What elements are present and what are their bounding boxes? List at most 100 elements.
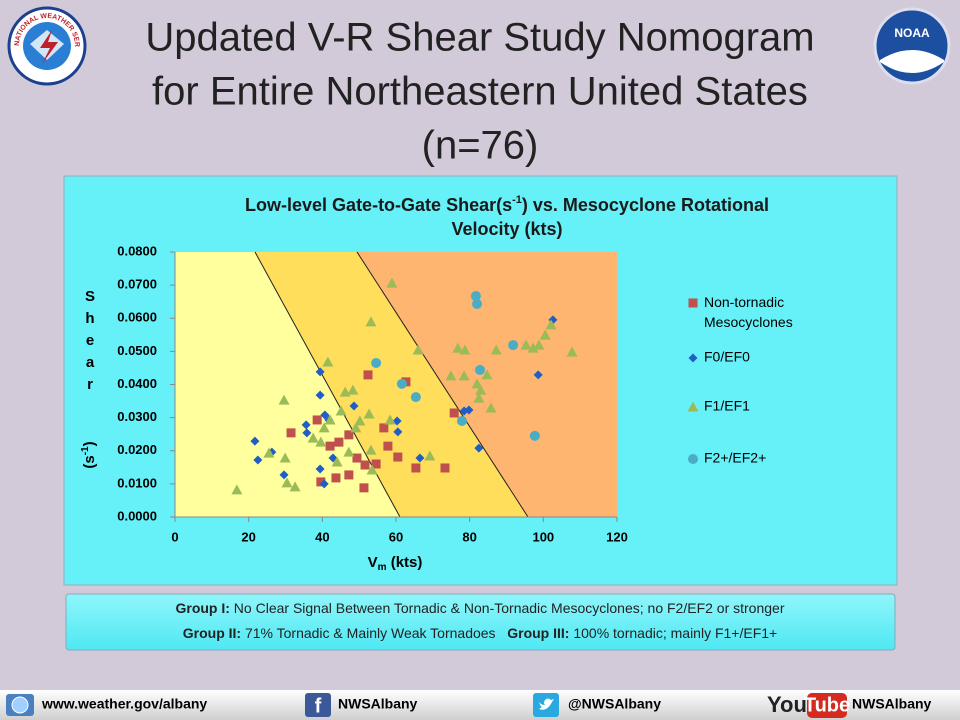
point <box>393 427 403 437</box>
x-tick-label: 80 <box>462 529 476 544</box>
y-axis-label: a <box>86 354 95 371</box>
point <box>365 316 377 327</box>
point <box>520 339 532 350</box>
point <box>331 473 341 483</box>
point <box>490 344 502 355</box>
legend-marker <box>688 353 698 363</box>
point <box>529 430 540 441</box>
chart-title: Velocity (kts) <box>451 219 562 239</box>
point <box>411 463 421 473</box>
point <box>250 436 260 446</box>
footer-facebook: NWSAlbany <box>338 696 418 712</box>
point <box>350 422 362 433</box>
point <box>325 441 335 451</box>
point <box>371 357 382 368</box>
y-axis-label: e <box>86 332 94 349</box>
point <box>475 384 487 395</box>
y-tick-label: 0.0700 <box>117 277 157 292</box>
point <box>449 408 459 418</box>
point <box>344 430 354 440</box>
legend-marker <box>688 454 698 464</box>
zone-middle <box>255 252 528 517</box>
footer-youtube: NWSAlbany <box>852 696 932 712</box>
point <box>481 369 493 380</box>
point <box>307 432 319 443</box>
point <box>459 344 471 355</box>
point <box>365 444 377 455</box>
point <box>527 342 539 353</box>
point <box>359 483 369 493</box>
y-tick-label: 0.0100 <box>117 475 157 490</box>
footer-twitter: @NWSAlbany <box>568 696 661 712</box>
point <box>343 446 355 457</box>
point <box>396 378 407 389</box>
svg-text:f: f <box>315 695 322 717</box>
point <box>371 459 381 469</box>
point <box>331 456 343 467</box>
x-tick-label: 120 <box>606 529 628 544</box>
y-axis-label: h <box>85 310 94 327</box>
footer-icons: f <box>6 693 847 718</box>
legend-label: Non-tornadic Mesocyclones <box>704 294 793 330</box>
point <box>410 392 421 403</box>
point <box>302 428 312 438</box>
legend-marker <box>688 298 698 308</box>
point <box>458 370 470 381</box>
point <box>566 346 578 357</box>
point <box>286 428 296 438</box>
point <box>424 450 436 461</box>
point <box>470 291 481 302</box>
point <box>533 339 545 350</box>
point <box>334 437 344 447</box>
point <box>354 415 366 426</box>
footer-bar <box>0 690 960 720</box>
x-tick-label: 20 <box>241 529 255 544</box>
point <box>318 422 330 433</box>
point <box>445 370 457 381</box>
point <box>360 460 370 470</box>
point <box>315 367 325 377</box>
point <box>344 470 354 480</box>
slide-title: Updated V-R Shear Study Nomogram <box>145 16 814 60</box>
point <box>363 370 373 380</box>
point <box>379 423 389 433</box>
point <box>383 441 393 451</box>
point <box>279 470 289 480</box>
point <box>485 402 497 413</box>
point <box>533 370 543 380</box>
noaa-logo-text: NOAA <box>894 26 930 40</box>
point <box>335 405 347 416</box>
y-tick-label: 0.0300 <box>117 409 157 424</box>
caption-line: Group II: 71% Tornadic & Mainly Weak Tor… <box>183 625 777 641</box>
point <box>508 340 519 351</box>
point <box>452 342 464 353</box>
point <box>324 414 336 425</box>
point <box>319 479 329 489</box>
footer-website: www.weather.gov/albany <box>41 696 207 712</box>
zone-line <box>356 251 529 518</box>
slide-title: for Entire Northeastern United States <box>152 70 808 114</box>
point <box>440 463 450 473</box>
point <box>472 299 483 310</box>
legend-marker <box>687 401 699 412</box>
point <box>281 477 293 488</box>
point <box>412 344 424 355</box>
caption-box <box>65 593 896 651</box>
y-axis-unit: (s-1) <box>80 441 98 468</box>
point <box>349 401 359 411</box>
point <box>289 481 301 492</box>
point <box>464 405 474 415</box>
point <box>384 414 396 425</box>
y-tick-label: 0.0200 <box>117 442 157 457</box>
point <box>474 443 484 453</box>
x-tick-label: 40 <box>315 529 329 544</box>
point <box>545 319 557 330</box>
noaa-logo: NOAA <box>873 7 951 85</box>
legend-label: F1/EF1 <box>704 398 750 414</box>
point <box>231 484 243 495</box>
point <box>415 453 425 463</box>
y-axis-label: r <box>87 376 93 393</box>
point <box>315 464 325 474</box>
youtube-you: You <box>767 692 807 717</box>
